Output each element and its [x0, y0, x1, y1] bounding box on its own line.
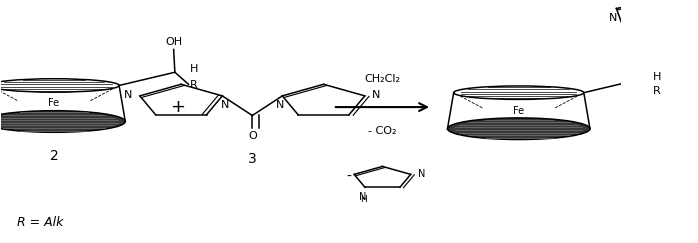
- Text: R = Alk: R = Alk: [17, 216, 64, 229]
- Text: 3: 3: [248, 152, 257, 166]
- Ellipse shape: [0, 111, 126, 132]
- Text: O: O: [248, 131, 257, 141]
- Text: N: N: [359, 191, 366, 202]
- Text: N: N: [124, 90, 133, 100]
- Text: N: N: [418, 169, 426, 179]
- Text: N: N: [221, 100, 229, 110]
- Text: Fe: Fe: [48, 98, 59, 108]
- Text: N: N: [276, 100, 284, 110]
- Text: +: +: [170, 98, 186, 116]
- Text: H: H: [359, 195, 366, 204]
- Ellipse shape: [447, 118, 590, 139]
- Text: R: R: [653, 87, 661, 96]
- Text: R: R: [191, 80, 198, 90]
- Text: N: N: [609, 13, 618, 23]
- Text: CH₂Cl₂: CH₂Cl₂: [364, 74, 401, 85]
- Text: H: H: [191, 64, 199, 74]
- Text: OH: OH: [165, 37, 182, 47]
- Text: - CO₂: - CO₂: [368, 126, 396, 136]
- Text: 2: 2: [50, 149, 59, 163]
- Text: Fe: Fe: [513, 106, 524, 116]
- Text: N: N: [372, 90, 380, 100]
- Text: -: -: [346, 170, 351, 184]
- Text: H: H: [653, 72, 662, 82]
